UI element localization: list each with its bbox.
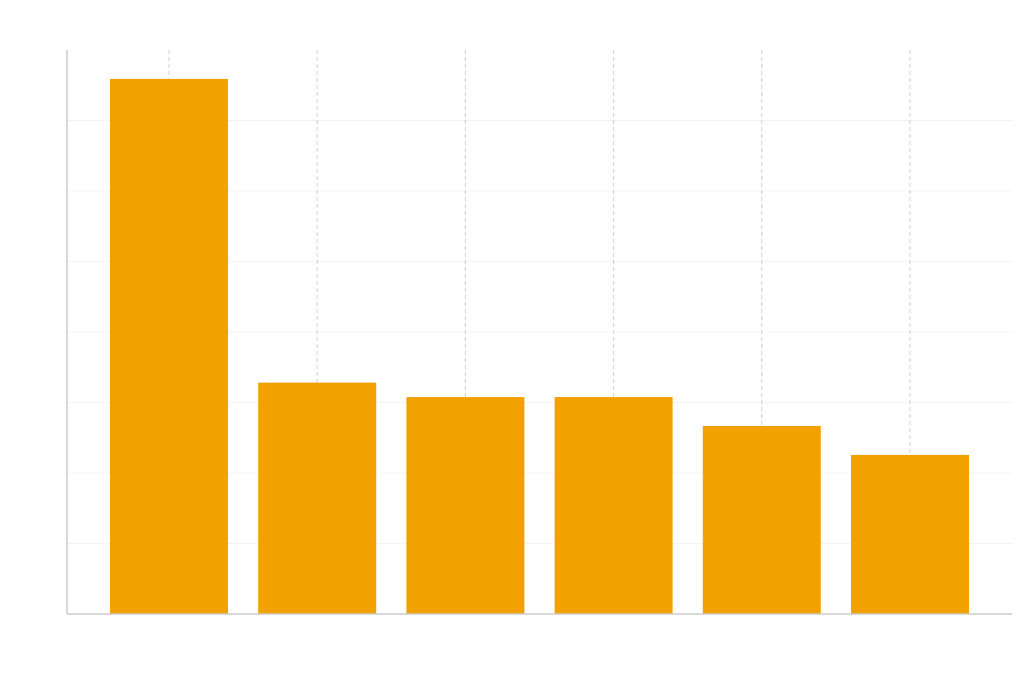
bar xyxy=(110,78,228,614)
bar xyxy=(702,426,821,614)
bar xyxy=(258,382,377,614)
bar xyxy=(406,397,525,614)
axes xyxy=(66,50,1012,615)
bar xyxy=(851,454,969,614)
bar-series xyxy=(110,78,969,614)
bar xyxy=(554,397,673,614)
